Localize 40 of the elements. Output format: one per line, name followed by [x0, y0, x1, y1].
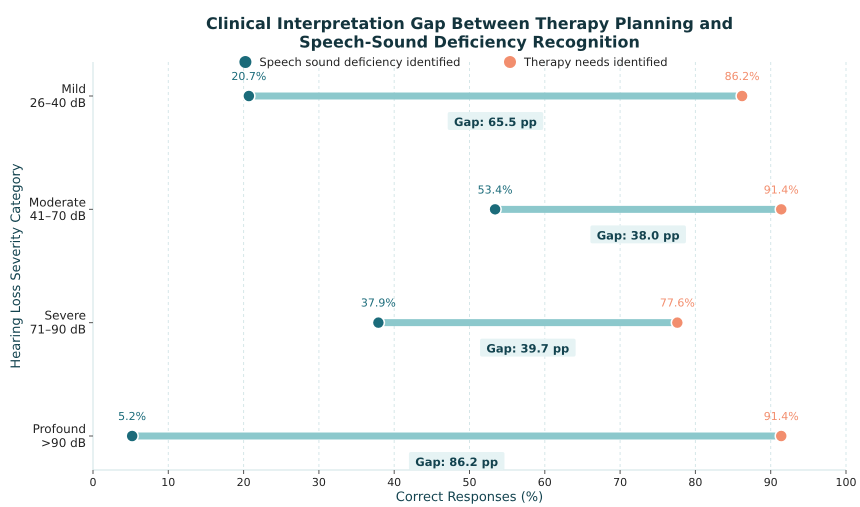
y-tick-label: Mild 26–40 dB [30, 82, 86, 110]
data-label: 91.4% [764, 183, 799, 196]
y-tick-label: Severe 71–90 dB [30, 308, 86, 336]
y-tick-label: Profound >90 dB [32, 422, 86, 450]
point [735, 89, 749, 103]
annotation: Gap: 39.7 pp [486, 342, 570, 356]
x-tick-label: 40 [387, 476, 402, 489]
x-tick-label: 10 [161, 476, 176, 489]
data-label: 77.6% [660, 296, 695, 310]
data-label: 53.4% [478, 183, 513, 196]
x-tick-label: 60 [538, 476, 552, 489]
x-axis-title: Correct Responses (%) [396, 490, 544, 505]
x-tick-label: 70 [613, 476, 628, 489]
y-axis-title: Hearing Loss Severity Category [9, 163, 24, 369]
y-tick-label: Moderate 41–70 dB [28, 195, 86, 224]
legend-label: Therapy needs identified [523, 55, 668, 69]
x-tick-label: 100 [836, 476, 856, 489]
point [774, 202, 788, 216]
point [372, 316, 386, 330]
data-label: 20.7% [231, 70, 266, 83]
annotation: Gap: 86.2 pp [415, 455, 498, 469]
point [670, 316, 684, 330]
x-tick-label: 80 [688, 476, 702, 489]
annotation: Gap: 65.5 pp [454, 115, 537, 129]
chart-title: Clinical Interpretation Gap Between Therapy Planning and Speech-Sound Deficiency Recognition [206, 14, 734, 52]
x-tick-label: 50 [462, 476, 476, 489]
data-label: 37.9% [360, 296, 396, 310]
x-tick-label: 0 [90, 476, 96, 489]
point [488, 202, 502, 216]
x-tick-label: 20 [236, 476, 251, 489]
point [774, 429, 788, 443]
data-label: 91.4% [764, 410, 799, 423]
data-label: 5.2% [118, 410, 146, 423]
legend-label: Speech sound deficiency identified [259, 55, 460, 69]
annotation: Gap: 38.0 pp [596, 228, 680, 242]
point [242, 89, 256, 103]
point [125, 429, 139, 443]
x-tick-label: 90 [764, 476, 778, 489]
x-tick-label: 30 [312, 476, 326, 489]
data-label: 86.2% [724, 70, 760, 83]
